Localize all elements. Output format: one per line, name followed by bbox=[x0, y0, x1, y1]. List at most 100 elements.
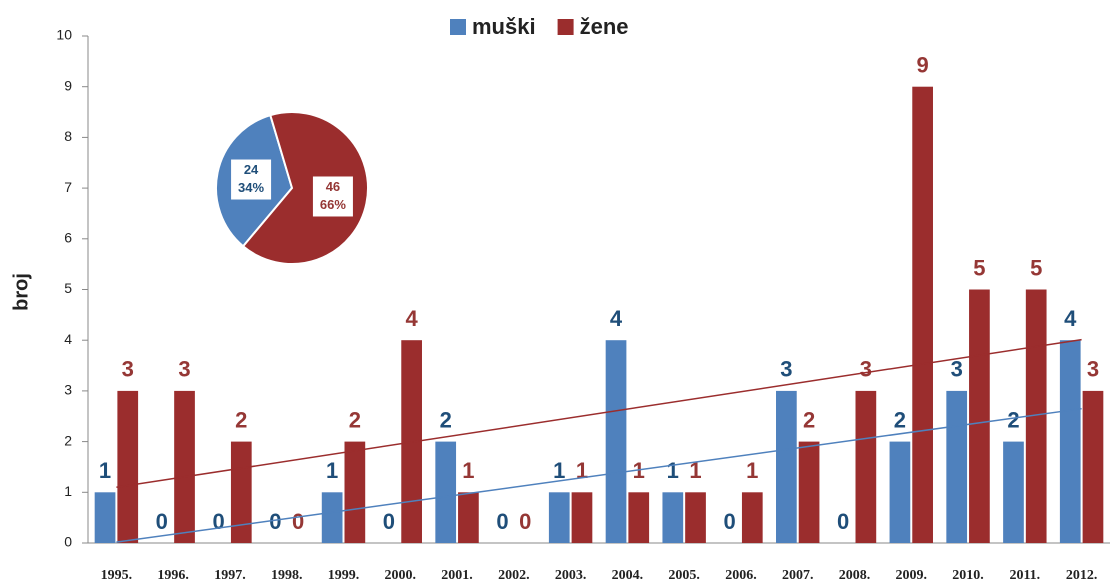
legend-swatch bbox=[450, 19, 466, 35]
x-tick-label: 2005. bbox=[668, 568, 700, 583]
bar bbox=[912, 86, 933, 543]
bar bbox=[889, 441, 911, 543]
bar bbox=[969, 289, 990, 543]
data-label: 0 bbox=[723, 509, 735, 534]
x-tick-label: 2012. bbox=[1066, 568, 1098, 583]
y-tick-label: 5 bbox=[64, 280, 72, 296]
pie-value-label: 46 bbox=[326, 179, 340, 194]
bar bbox=[605, 340, 627, 543]
pie-label-box bbox=[231, 159, 272, 200]
data-label: 3 bbox=[122, 357, 134, 382]
x-tick-label: 1999. bbox=[328, 568, 360, 583]
trend-line bbox=[116, 338, 1082, 489]
bar bbox=[628, 492, 650, 543]
bar bbox=[548, 492, 570, 543]
bar bbox=[776, 390, 797, 543]
y-tick-label: 0 bbox=[64, 534, 72, 550]
trend-line bbox=[116, 407, 1082, 543]
data-label: 3 bbox=[1087, 357, 1099, 382]
legend-label: žene bbox=[580, 14, 629, 39]
x-tick-label: 2002. bbox=[498, 568, 530, 583]
y-tick-label: 10 bbox=[56, 27, 72, 43]
x-tick-label: 2011. bbox=[1009, 568, 1040, 583]
data-label: 0 bbox=[269, 509, 281, 534]
y-tick-label: 4 bbox=[64, 331, 72, 347]
data-label: 1 bbox=[689, 458, 701, 483]
y-tick-label: 2 bbox=[64, 432, 72, 448]
pie-percent-label: 34% bbox=[238, 180, 264, 195]
data-label: 3 bbox=[951, 357, 963, 382]
bar bbox=[741, 492, 763, 543]
data-label: 4 bbox=[610, 306, 623, 331]
bar bbox=[435, 441, 457, 543]
data-label: 9 bbox=[917, 53, 929, 78]
data-label: 1 bbox=[326, 458, 338, 483]
bar bbox=[1025, 289, 1047, 543]
data-label: 0 bbox=[837, 509, 849, 534]
pie-label-box bbox=[312, 176, 353, 217]
x-tick-label: 1998. bbox=[271, 568, 303, 583]
y-tick-label: 1 bbox=[64, 483, 72, 499]
data-label: 1 bbox=[553, 458, 565, 483]
x-tick-label: 2009. bbox=[896, 568, 928, 583]
data-label: 4 bbox=[406, 306, 419, 331]
bar bbox=[344, 441, 366, 543]
x-tick-label: 2000. bbox=[385, 568, 417, 583]
pie-percent-label: 66% bbox=[320, 197, 346, 212]
x-tick-label: 1995. bbox=[101, 568, 133, 583]
data-label: 3 bbox=[178, 357, 190, 382]
x-tick-label: 2007. bbox=[782, 568, 814, 583]
bar bbox=[94, 492, 116, 543]
legend-label: muški bbox=[472, 14, 536, 39]
data-label: 1 bbox=[667, 458, 679, 483]
data-label: 1 bbox=[746, 458, 758, 483]
data-label: 1 bbox=[576, 458, 588, 483]
y-tick-label: 3 bbox=[64, 382, 72, 398]
bar bbox=[571, 492, 593, 543]
bar bbox=[685, 492, 706, 543]
x-tick-label: 2010. bbox=[952, 568, 984, 583]
pie-slice bbox=[241, 111, 369, 265]
data-label: 2 bbox=[349, 407, 361, 432]
legend-swatch bbox=[557, 19, 574, 35]
data-label: 5 bbox=[1030, 255, 1042, 280]
y-tick-label: 9 bbox=[64, 77, 72, 93]
y-tick-label: 8 bbox=[64, 128, 72, 144]
bar bbox=[174, 390, 195, 543]
bar bbox=[1082, 390, 1104, 543]
data-label: 0 bbox=[292, 509, 304, 534]
y-tick-label: 7 bbox=[64, 179, 72, 195]
data-label: 0 bbox=[156, 509, 168, 534]
data-label: 2 bbox=[1007, 407, 1019, 432]
x-tick-label: 2006. bbox=[725, 568, 757, 583]
bar bbox=[946, 390, 968, 543]
data-label: 3 bbox=[780, 357, 792, 382]
data-label: 4 bbox=[1064, 306, 1077, 331]
bar bbox=[855, 390, 877, 543]
x-tick-label: 2003. bbox=[555, 568, 587, 583]
data-label: 5 bbox=[973, 255, 985, 280]
y-axis-label: broj bbox=[10, 273, 32, 311]
data-label: 0 bbox=[383, 509, 395, 534]
bar bbox=[117, 390, 139, 543]
data-label: 0 bbox=[496, 509, 508, 534]
data-label: 1 bbox=[99, 458, 111, 483]
data-label: 2 bbox=[894, 407, 906, 432]
data-label: 0 bbox=[212, 509, 224, 534]
bar bbox=[662, 492, 684, 543]
y-tick-label: 6 bbox=[64, 230, 72, 246]
x-tick-label: 2001. bbox=[441, 568, 473, 583]
pie-value-label: 24 bbox=[244, 162, 259, 177]
x-tick-label: 2004. bbox=[612, 568, 644, 583]
data-label: 1 bbox=[462, 458, 474, 483]
data-label: 2 bbox=[803, 407, 815, 432]
bar bbox=[1059, 340, 1081, 543]
bar bbox=[798, 441, 820, 543]
data-label: 0 bbox=[519, 509, 531, 534]
data-label: 2 bbox=[235, 407, 247, 432]
bar bbox=[458, 492, 479, 543]
bar bbox=[1003, 441, 1024, 543]
x-tick-label: 1996. bbox=[157, 568, 189, 583]
data-label: 3 bbox=[860, 357, 872, 382]
